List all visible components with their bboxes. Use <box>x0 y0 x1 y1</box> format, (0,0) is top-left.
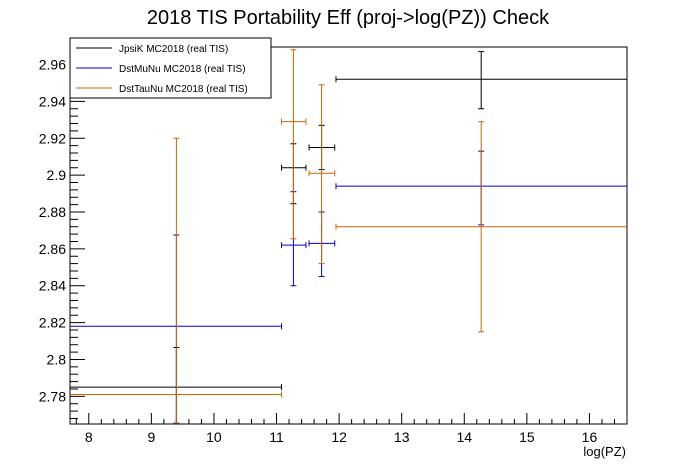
y-tick-label: 2.86 <box>39 241 66 257</box>
legend: JpsiK MC2018 (real TIS) DstMuNu MC2018 (r… <box>69 37 272 99</box>
x-tick-label: 15 <box>519 429 535 445</box>
y-tick-label: 2.84 <box>39 278 66 294</box>
series-group <box>70 51 627 424</box>
x-tick-label: 8 <box>85 429 93 445</box>
y-axis: 2.78 2.8 2.82 2.84 2.86 2.88 2.9 2.92 2.94 2.96 <box>39 49 85 419</box>
y-tick-label: 2.96 <box>39 57 66 73</box>
y-tick-label: 2.82 <box>39 315 66 331</box>
y-tick-label: 2.8 <box>47 351 67 367</box>
x-tick-label: 9 <box>147 429 155 445</box>
series-group <box>70 49 627 424</box>
x-tick-label: 10 <box>206 429 222 445</box>
x-tick-label: 14 <box>456 429 472 445</box>
plot-area <box>69 46 628 425</box>
plot-frame <box>69 46 628 425</box>
legend-label: DstMuNu MC2018 (real TIS) <box>119 64 246 75</box>
legend-label: DstTauNu MC2018 (real TIS) <box>119 84 248 95</box>
x-tick-label: 11 <box>269 429 284 445</box>
x-tick-label: 13 <box>394 429 410 445</box>
series-group <box>70 150 627 424</box>
x-axis: 8 9 10 11 12 13 14 15 16 <box>75 413 628 445</box>
series-layer <box>70 49 627 424</box>
chart-title: 2018 TIS Portability Eff (proj->log(PZ))… <box>147 7 550 29</box>
legend-label: JpsiK MC2018 (real TIS) <box>119 44 228 55</box>
x-axis-label: log(PZ) <box>583 444 626 459</box>
y-tick-label: 2.92 <box>39 130 66 146</box>
y-tick-label: 2.94 <box>39 93 66 109</box>
y-tick-label: 2.78 <box>39 388 66 404</box>
y-tick-label: 2.88 <box>39 204 66 220</box>
x-tick-label: 12 <box>331 429 347 445</box>
y-tick-label: 2.9 <box>47 167 67 183</box>
x-tick-label: 16 <box>582 429 598 445</box>
